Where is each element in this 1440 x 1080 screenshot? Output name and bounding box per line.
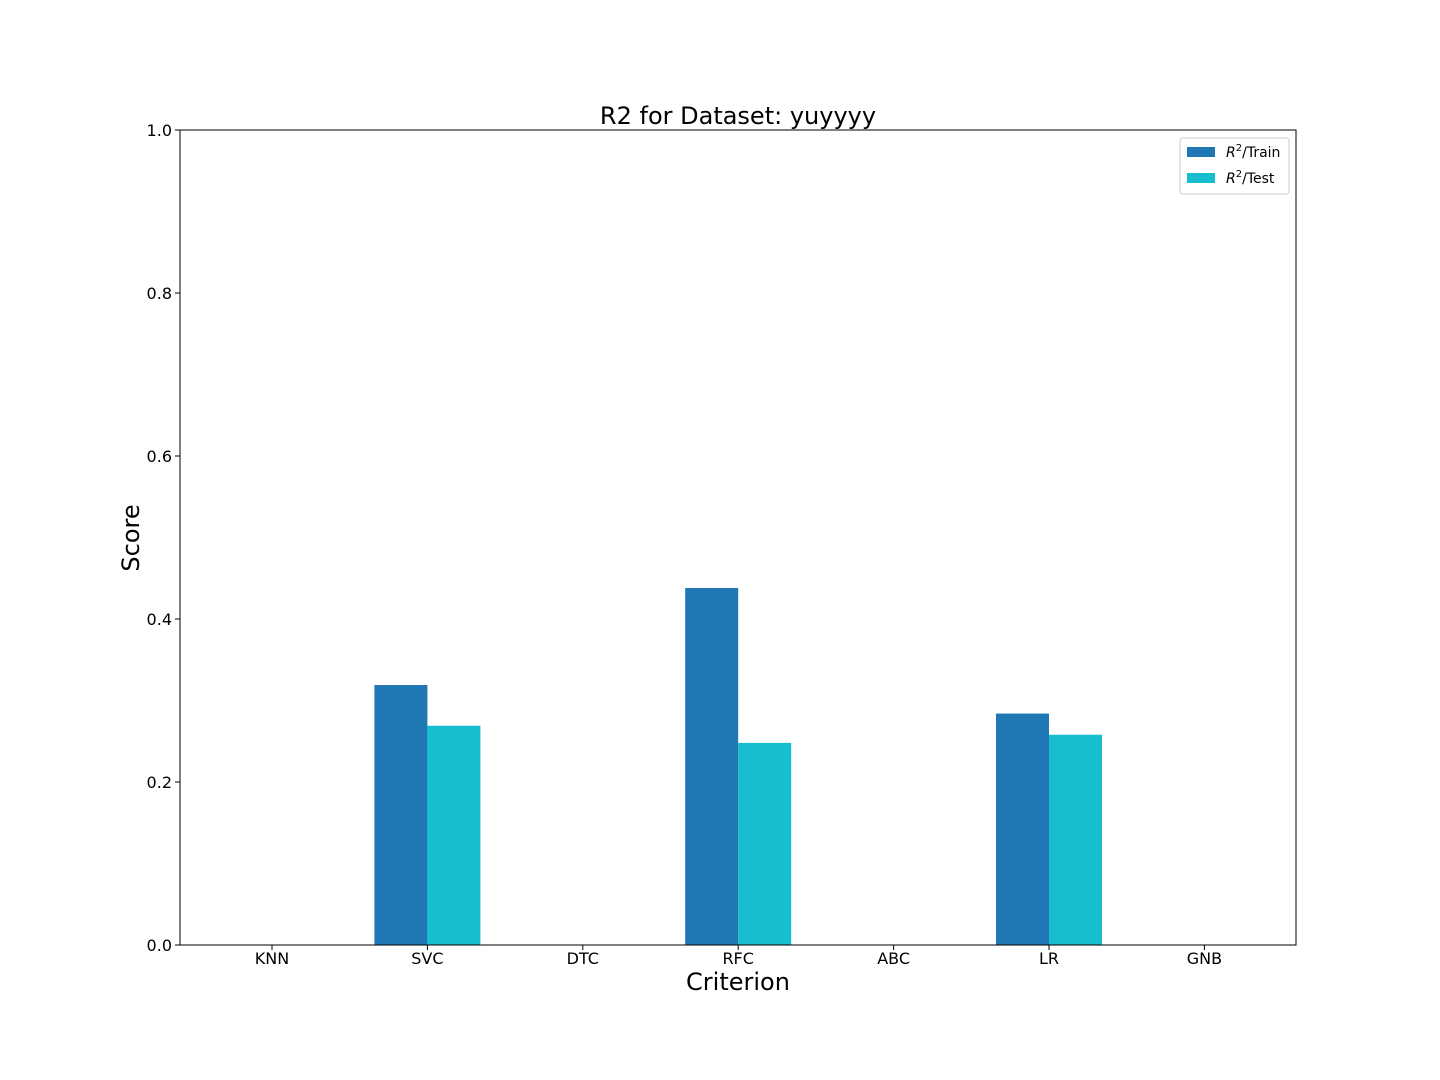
y-tick-label: 0.0 [147,936,172,955]
y-tick-label: 1.0 [147,121,172,140]
y-axis: 0.0 0.2 0.4 0.6 0.8 1.0 [147,121,180,955]
x-tick-label: RFC [722,949,754,968]
legend: R2/Train R2/Test [1179,137,1290,195]
plot-frame [179,129,1297,946]
chart-title: R2 for Dataset: yuyyyy [600,102,876,130]
x-tick-label: KNN [255,949,289,968]
bars-layer [374,588,1102,945]
x-tick-label: SVC [411,949,443,968]
bar-rfc-train [685,588,739,945]
legend-swatch-test [1187,173,1215,183]
y-tick-label: 0.2 [147,773,172,792]
bar-svc-train [374,685,428,945]
bar-svc-test [427,725,481,945]
bar-lr-test [1049,734,1102,945]
legend-swatch-train [1187,147,1215,157]
bar-lr-train [996,713,1049,945]
x-tick-label: ABC [877,949,910,968]
y-tick-label: 0.6 [147,447,172,466]
x-axis-label: Criterion [686,968,790,996]
legend-entry-test: R2/Test [1226,169,1275,187]
legend-entry-train: R2/Train [1226,143,1280,161]
x-axis: KNN SVC DTC RFC ABC LR GNB [255,945,1222,968]
bar-rfc-test [738,742,792,945]
y-tick-label: 0.4 [147,610,172,629]
x-tick-label: GNB [1187,949,1222,968]
y-axis-label: Score [117,504,145,571]
x-tick-label: LR [1039,949,1059,968]
y-tick-label: 0.8 [147,284,172,303]
x-tick-label: DTC [567,949,599,968]
